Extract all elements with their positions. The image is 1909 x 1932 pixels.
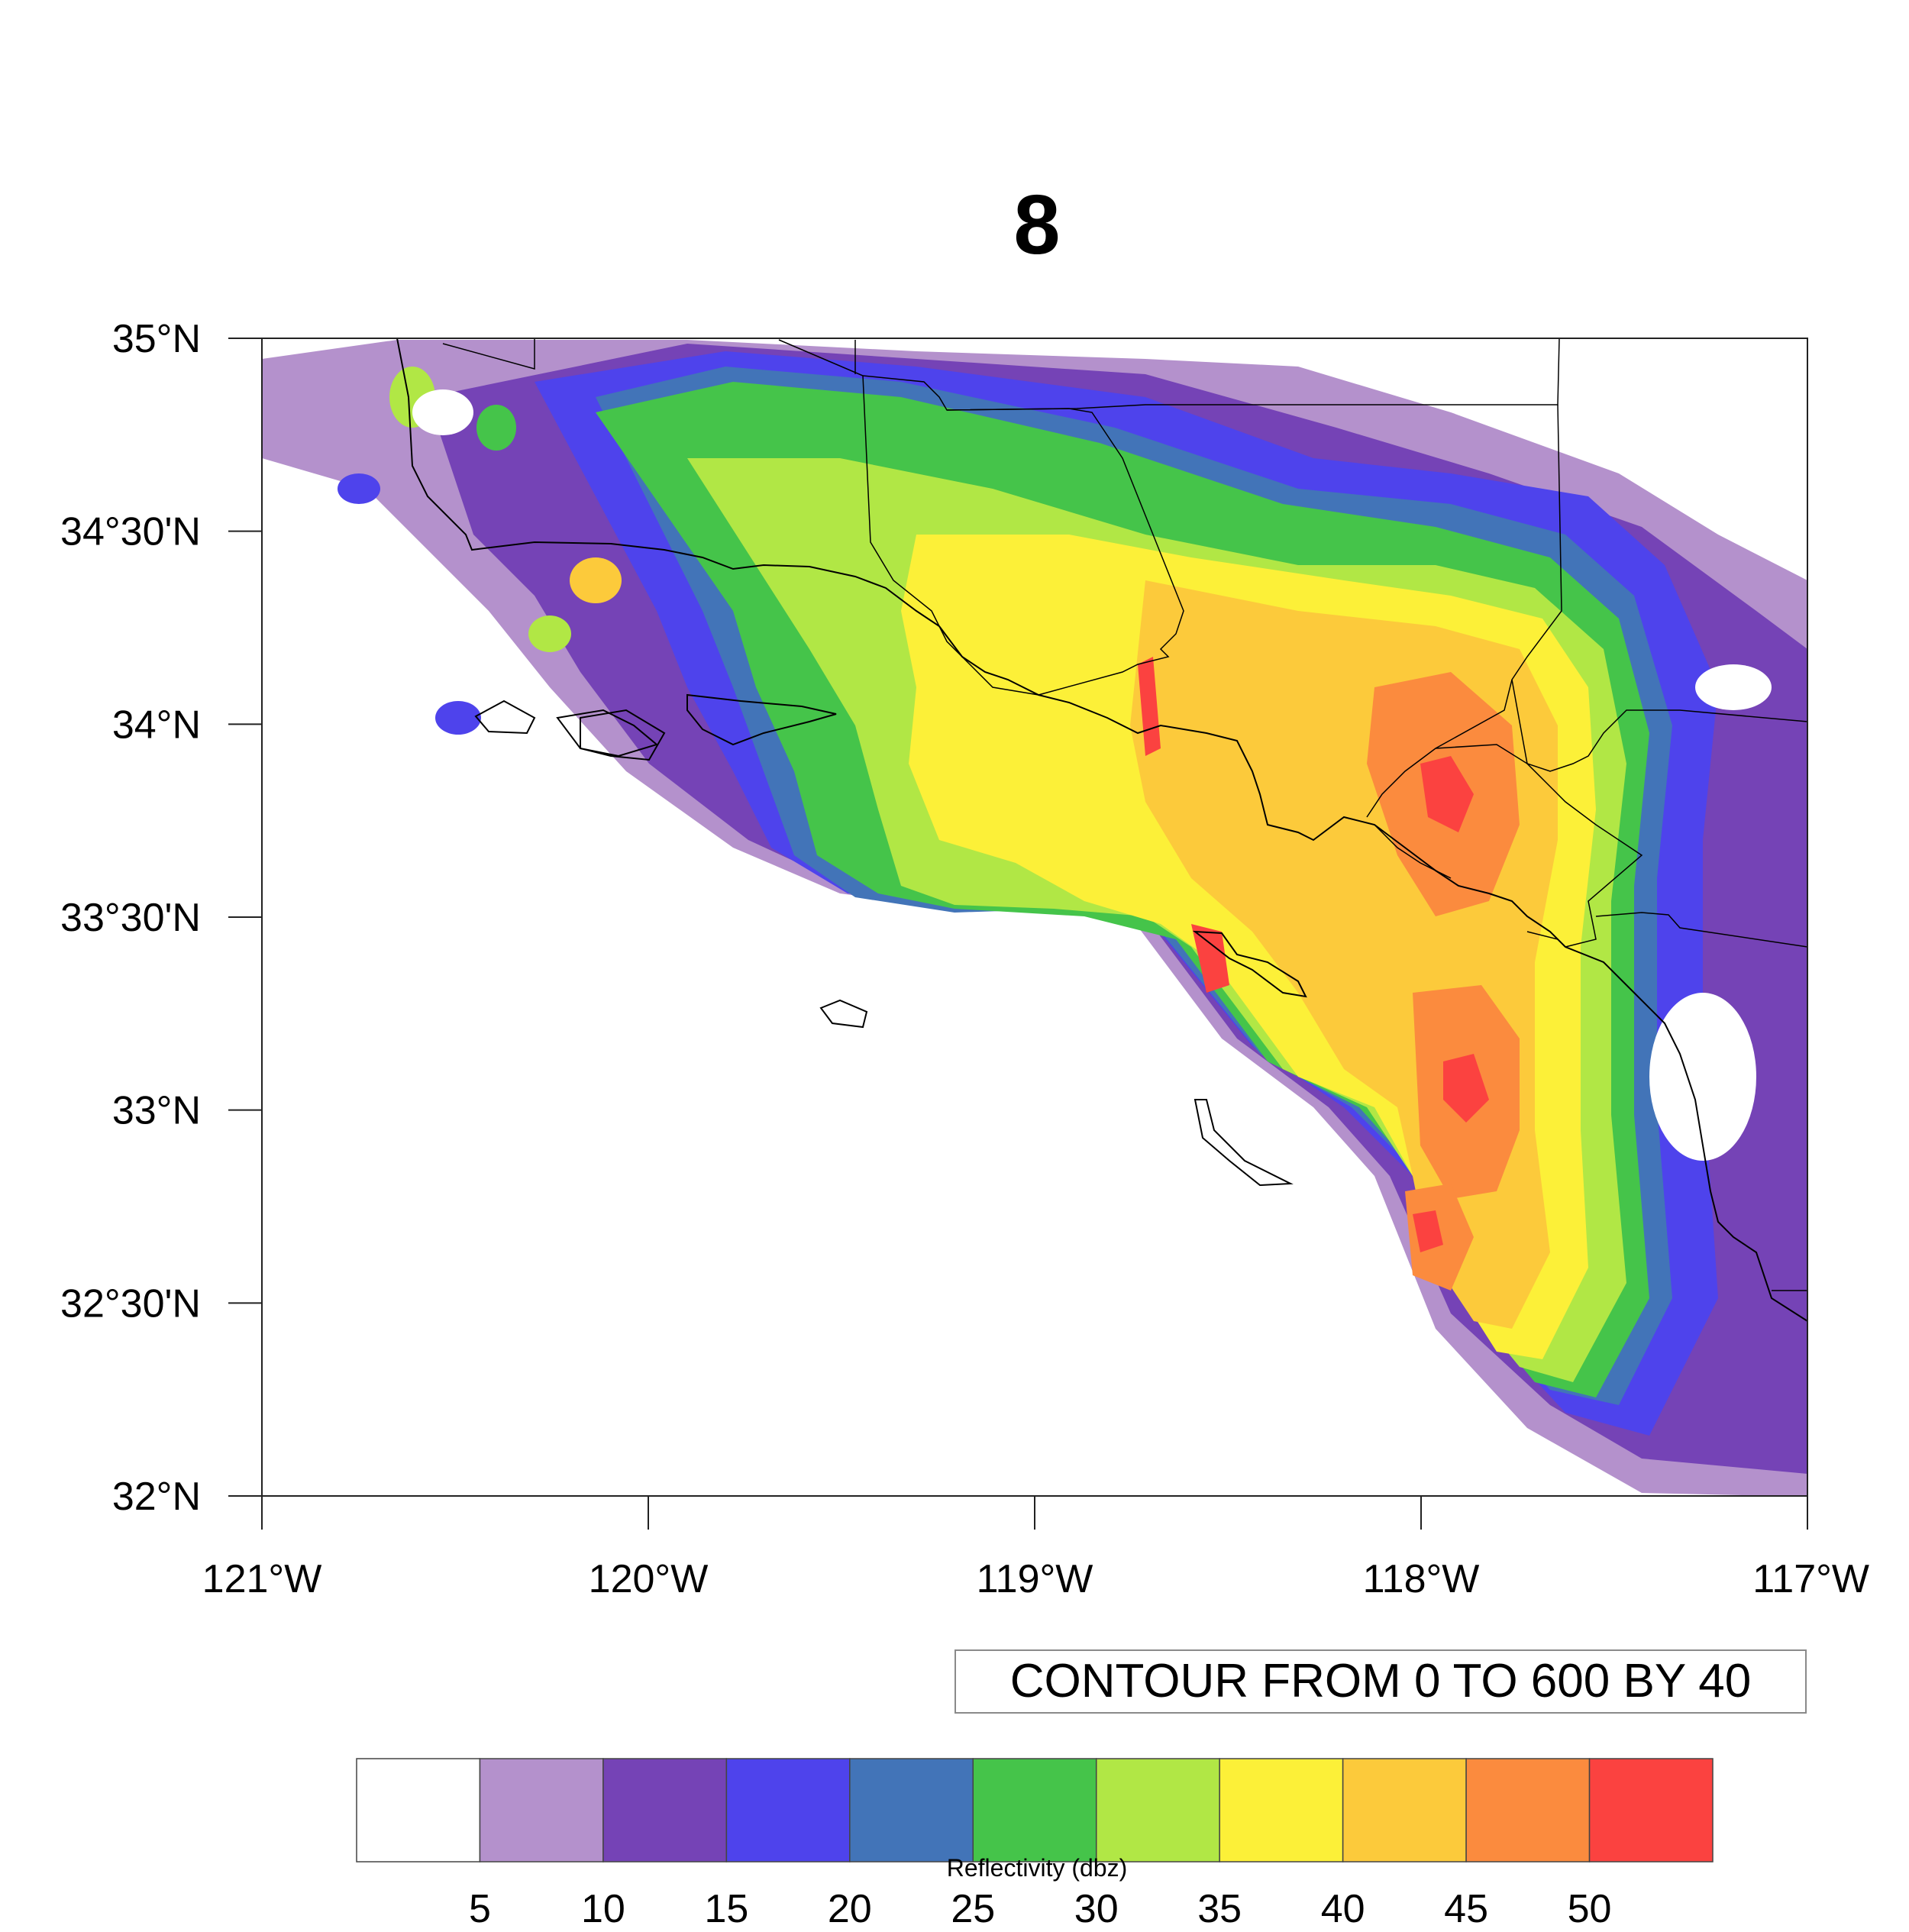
lat-tick-label: 32°N [112, 1475, 201, 1519]
reflectivity-field [262, 340, 1807, 1496]
colorbar-label: 25 [951, 1887, 996, 1931]
boundary-6 [1366, 404, 1562, 818]
island-santa-rosa [474, 699, 536, 735]
colorbar-label: 50 [1567, 1887, 1612, 1931]
colorbar-label: 45 [1444, 1887, 1488, 1931]
boundary-5 [946, 338, 1560, 411]
latitude-axis: 35°N 34°30'N 34°N 33°30'N 33°N 32°30'N 32°N [60, 317, 262, 1519]
lon-tick-label: 120°W [589, 1557, 709, 1601]
echo-cell-nw-4 [528, 615, 571, 652]
boundaries [442, 338, 1808, 1291]
colorbar-label: 40 [1320, 1887, 1365, 1931]
echo-cell-nw-2 [476, 405, 516, 451]
lat-tick-label: 34°30'N [60, 510, 201, 554]
island-santa-cruz-2 [686, 693, 837, 746]
echo-gap-2 [1649, 993, 1756, 1161]
coastline [396, 338, 1808, 1322]
colorbar-label: 15 [704, 1887, 749, 1931]
lon-tick-label: 118°W [1363, 1557, 1480, 1601]
echo-core-red-2 [1443, 1054, 1489, 1123]
lon-tick-label: 117°W [1752, 1557, 1869, 1601]
longitude-axis: 121°W 120°W 119°W 118°W 117°W [202, 1496, 1869, 1601]
plot-title: 8 [1013, 178, 1061, 272]
colorbar-label: 10 [580, 1887, 625, 1931]
echo-cell-nw-5 [435, 701, 481, 735]
boundary-7 [1435, 709, 1808, 772]
lon-tick-label: 119°W [977, 1557, 1093, 1601]
boundary-2 [778, 339, 1039, 696]
lat-tick-label: 32°30'N [60, 1281, 201, 1326]
lat-tick-label: 33°30'N [60, 896, 201, 940]
echo-core-red-1 [1420, 756, 1474, 832]
colorbar-label: 5 [468, 1887, 491, 1931]
boundary-11 [1526, 931, 1559, 940]
coastline-mainland [396, 338, 1808, 1322]
echo-cell-nw-3 [570, 557, 622, 603]
colorbar-label: 35 [1197, 1887, 1242, 1931]
island-santa-rosa-2 [580, 709, 666, 761]
echo-core-red-3 [1413, 1210, 1443, 1252]
boundary-9 [1511, 679, 1643, 948]
lon-tick-label: 121°W [202, 1557, 322, 1601]
island-santa-catalina [1192, 930, 1307, 998]
lat-tick-label: 33°N [112, 1089, 201, 1133]
boundary-10 [1595, 912, 1808, 948]
colorbar-title: Reflectivity (dbz) [946, 1854, 1128, 1882]
echo-gap-1 [412, 389, 473, 435]
boundary-8 [1374, 824, 1452, 879]
colorbar-label: 30 [1074, 1887, 1119, 1931]
echo-gap-3 [1695, 664, 1772, 710]
island-san-nicolas [819, 999, 868, 1029]
island-san-clemente [1194, 1099, 1294, 1187]
boundary-3 [862, 375, 1184, 696]
colorbar-label: 20 [827, 1887, 872, 1931]
boundary-1 [442, 338, 535, 370]
lat-tick-label: 34°N [112, 703, 201, 747]
echo-cell-nw-6 [338, 473, 380, 504]
echo-core-red-5 [1191, 924, 1229, 993]
lat-tick-label: 35°N [112, 317, 201, 361]
contour-info-box: CONTOUR FROM 0 TO 600 BY 40 [954, 1649, 1807, 1714]
